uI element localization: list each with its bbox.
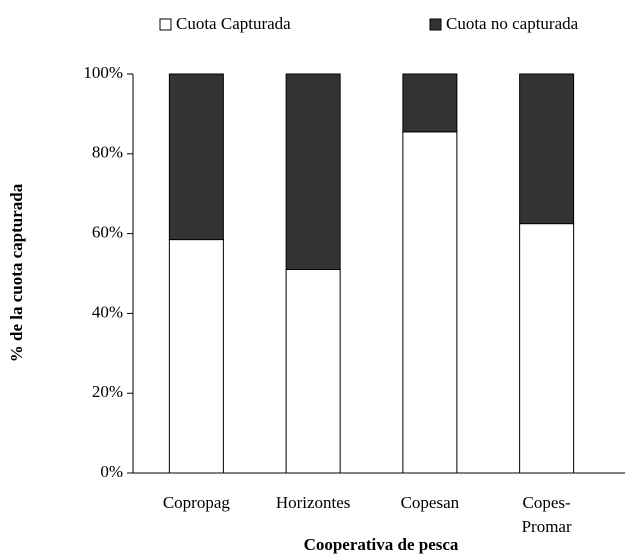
x-tick-label: Copropag <box>163 493 231 512</box>
legend-label: Cuota no capturada <box>446 14 579 33</box>
y-tick-label: 20% <box>92 382 123 401</box>
bar-segment <box>285 269 341 474</box>
y-axis-title: % de la cuota capturada <box>7 183 26 362</box>
bar-segment <box>402 73 458 133</box>
x-tick-label: Horizontes <box>276 493 351 512</box>
legend-swatch <box>429 18 442 31</box>
y-tick-label: 100% <box>83 63 123 82</box>
y-tick-label: 60% <box>92 223 123 242</box>
x-tick-label: Copesan <box>401 493 460 512</box>
x-tick-label: Copes-Promar <box>522 493 572 536</box>
bar-segment <box>168 73 224 241</box>
legend-swatch <box>159 18 172 31</box>
bar-segment <box>519 223 575 474</box>
y-tick-label: 80% <box>92 143 123 162</box>
y-tick-label: 40% <box>92 302 123 321</box>
bar-segment <box>168 239 224 474</box>
x-axis-title: Cooperativa de pesca <box>304 535 459 554</box>
legend-label: Cuota Capturada <box>176 14 291 33</box>
y-tick-label: 0% <box>100 462 123 481</box>
bar-segment <box>519 73 575 225</box>
bar-segment <box>402 131 458 474</box>
bar-segment <box>285 73 341 271</box>
